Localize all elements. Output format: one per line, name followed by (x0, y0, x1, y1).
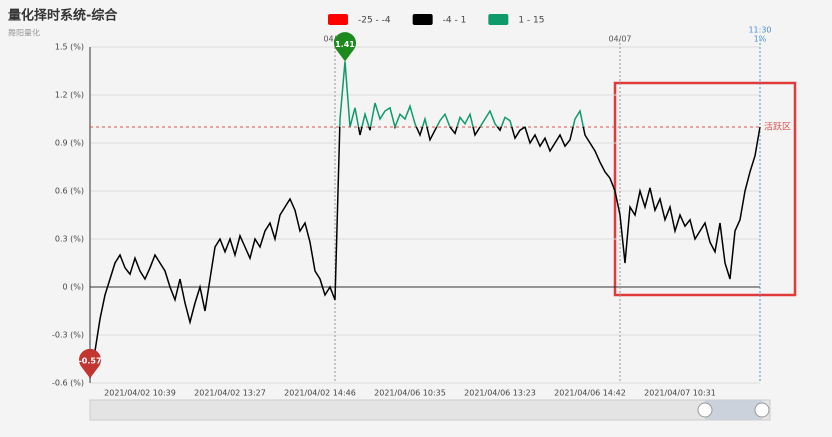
y-tick-label: 0.3 (%) (55, 235, 84, 244)
x-tick-label: 2021/04/02 13:27 (194, 389, 266, 398)
zoom-handle[interactable] (754, 402, 770, 418)
legend-label: -4 - 1 (443, 16, 467, 26)
mark-point-label: 1.41 (335, 40, 355, 49)
chart-subtitle: 舞阳量化 (8, 28, 40, 38)
y-tick-label: -0.3 (%) (52, 331, 84, 340)
zoom-handle[interactable] (697, 402, 713, 418)
y-tick-label: 0.6 (%) (55, 187, 84, 196)
marker-label: 11:30 (748, 26, 771, 35)
legend-swatch (412, 14, 433, 25)
legend-label: -25 - -4 (358, 16, 391, 26)
y-tick-label: -0.6 (%) (52, 379, 84, 388)
y-tick-label: 0 (%) (63, 283, 84, 292)
mark-point-pin (78, 348, 101, 379)
chart-title: 量化择时系统-综合 (8, 8, 118, 24)
x-tick-label: 2021/04/02 10:39 (104, 389, 176, 398)
x-tick-label: 2021/04/02 14:46 (284, 389, 356, 398)
legend-swatch (328, 14, 348, 25)
y-tick-label: 0.9 (%) (55, 139, 84, 148)
marker-label: 04/07 (608, 35, 631, 44)
series-line (89, 127, 761, 379)
zoom-window[interactable] (705, 400, 762, 420)
marker-sublabel: 1% (754, 35, 767, 44)
x-tick-label: 2021/04/06 14:42 (554, 389, 626, 398)
mark-point-pin (334, 32, 356, 62)
x-tick-label: 2021/04/06 10:35 (374, 389, 446, 398)
mark-point-label: -0.57 (78, 357, 101, 366)
legend-label: 1 - 15 (518, 16, 544, 26)
highlight-box (613, 81, 797, 297)
x-tick-label: 2021/04/06 13:23 (464, 389, 536, 398)
data-zoom[interactable] (89, 399, 771, 421)
series-line (90, 61, 760, 378)
mark-line-label: 活跃区 (764, 121, 791, 133)
y-tick-label: 1.5 (%) (55, 43, 84, 52)
y-tick-label: 1.2 (%) (55, 91, 84, 100)
x-tick-label: 2021/04/07 10:31 (644, 389, 716, 398)
zoom-track (89, 399, 771, 421)
legend-swatch (488, 14, 509, 25)
series-line (339, 61, 760, 127)
